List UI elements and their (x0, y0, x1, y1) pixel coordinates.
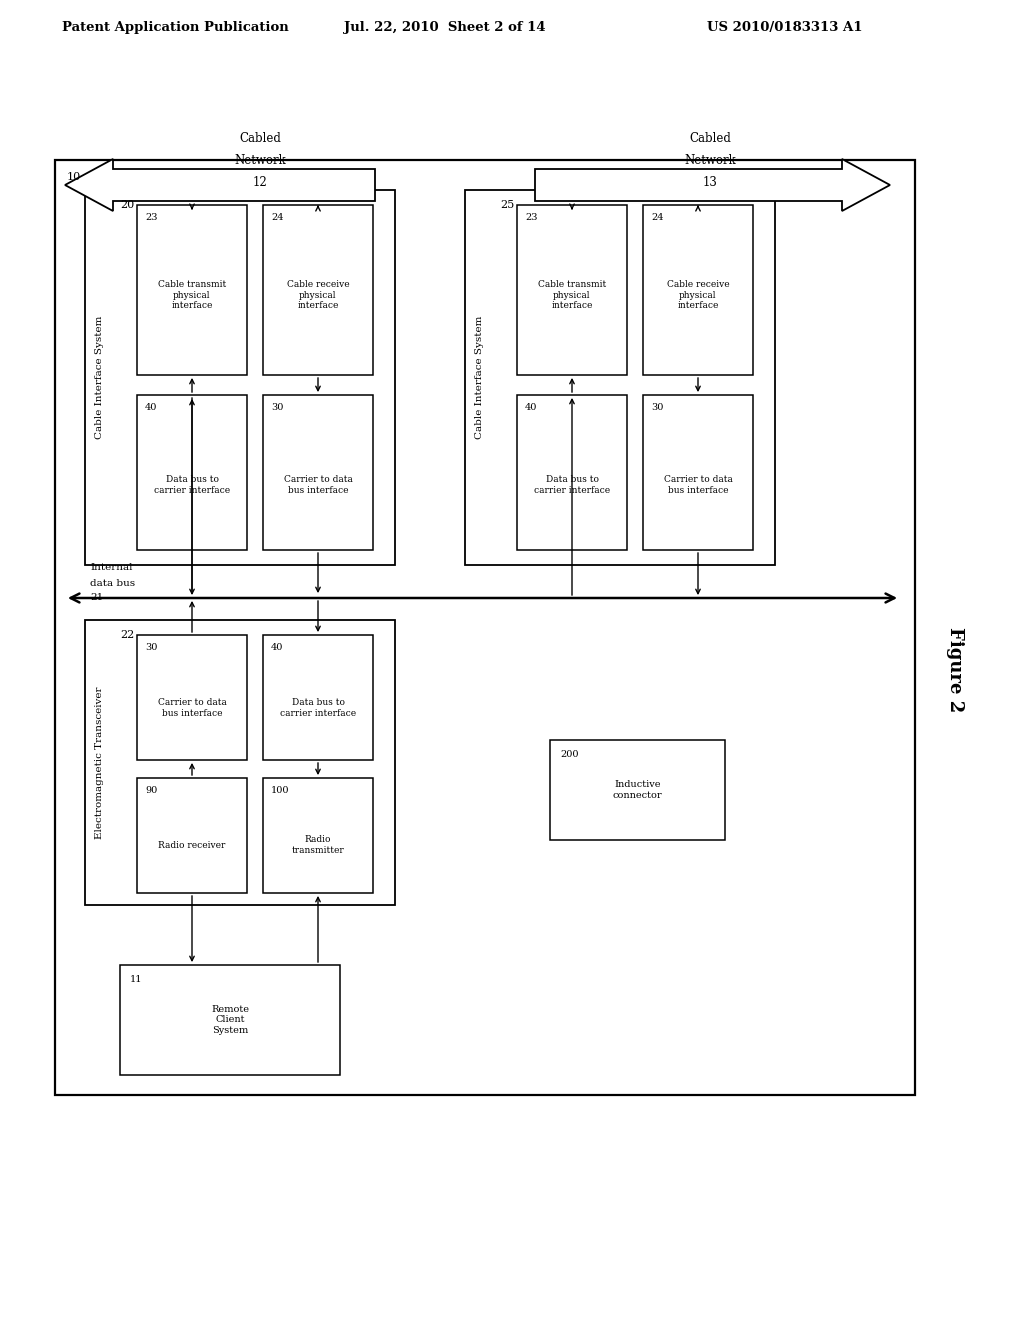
Bar (263, 635, 373, 760)
Bar (137, 635, 247, 760)
Text: 40: 40 (145, 403, 158, 412)
Text: 30: 30 (271, 403, 284, 412)
Text: Electromagnetic Transceiver: Electromagnetic Transceiver (94, 686, 103, 838)
Bar (550, 741, 725, 840)
Text: Data bus to
carrier interface: Data bus to carrier interface (154, 475, 230, 495)
Bar (643, 395, 753, 550)
Text: Data bus to
carrier interface: Data bus to carrier interface (280, 698, 356, 718)
Bar (263, 205, 373, 375)
Text: Carrier to data
bus interface: Carrier to data bus interface (664, 475, 732, 495)
Text: 24: 24 (271, 213, 284, 222)
Text: 22: 22 (120, 630, 134, 640)
Bar (465, 190, 775, 565)
Text: Network: Network (684, 153, 736, 166)
Text: Cable Interface System: Cable Interface System (94, 315, 103, 440)
Text: 21: 21 (90, 594, 103, 602)
Text: US 2010/0183313 A1: US 2010/0183313 A1 (708, 21, 863, 34)
Text: Cable transmit
physical
interface: Cable transmit physical interface (538, 280, 606, 310)
Bar (517, 205, 627, 375)
Text: 40: 40 (271, 643, 284, 652)
Text: Carrier to data
bus interface: Carrier to data bus interface (284, 475, 352, 495)
Text: 23: 23 (145, 213, 158, 222)
Text: Jul. 22, 2010  Sheet 2 of 14: Jul. 22, 2010 Sheet 2 of 14 (344, 21, 546, 34)
Bar (85, 190, 395, 565)
Text: Figure 2: Figure 2 (946, 627, 964, 713)
Bar (85, 620, 395, 906)
FancyArrow shape (535, 158, 890, 211)
FancyArrow shape (65, 158, 375, 211)
Text: Data bus to
carrier interface: Data bus to carrier interface (534, 475, 610, 495)
Text: Carrier to data
bus interface: Carrier to data bus interface (158, 698, 226, 718)
Bar (643, 205, 753, 375)
Text: 11: 11 (130, 975, 142, 983)
Text: 90: 90 (145, 785, 158, 795)
Text: data bus: data bus (90, 578, 135, 587)
Text: Cable receive
physical
interface: Cable receive physical interface (287, 280, 349, 310)
Text: 30: 30 (145, 643, 158, 652)
Text: 25: 25 (500, 201, 514, 210)
Bar (517, 395, 627, 550)
Text: 24: 24 (651, 213, 664, 222)
Text: Radio
transmitter: Radio transmitter (292, 836, 344, 855)
Text: 13: 13 (702, 176, 718, 189)
Text: Cable Interface System: Cable Interface System (474, 315, 483, 440)
Bar (263, 777, 373, 894)
Text: 200: 200 (560, 750, 579, 759)
Text: Cable transmit
physical
interface: Cable transmit physical interface (158, 280, 226, 310)
Text: Patent Application Publication: Patent Application Publication (61, 21, 289, 34)
Text: Cabled: Cabled (239, 132, 281, 144)
Text: Inductive
connector: Inductive connector (612, 780, 663, 800)
Bar (120, 965, 340, 1074)
Bar (137, 205, 247, 375)
Text: 20: 20 (120, 201, 134, 210)
Text: 12: 12 (253, 176, 267, 189)
Text: 30: 30 (651, 403, 664, 412)
Bar (263, 395, 373, 550)
Text: Cable receive
physical
interface: Cable receive physical interface (667, 280, 729, 310)
Text: Internal: Internal (90, 564, 132, 573)
Bar (137, 777, 247, 894)
Text: Network: Network (234, 153, 286, 166)
Text: 100: 100 (271, 785, 290, 795)
Bar (55, 160, 915, 1096)
Bar (137, 395, 247, 550)
Text: Remote
Client
System: Remote Client System (211, 1005, 249, 1035)
Text: 40: 40 (525, 403, 538, 412)
Text: Cabled: Cabled (689, 132, 731, 144)
Text: Radio receiver: Radio receiver (159, 841, 225, 850)
Text: 10: 10 (67, 172, 81, 182)
Text: 23: 23 (525, 213, 538, 222)
